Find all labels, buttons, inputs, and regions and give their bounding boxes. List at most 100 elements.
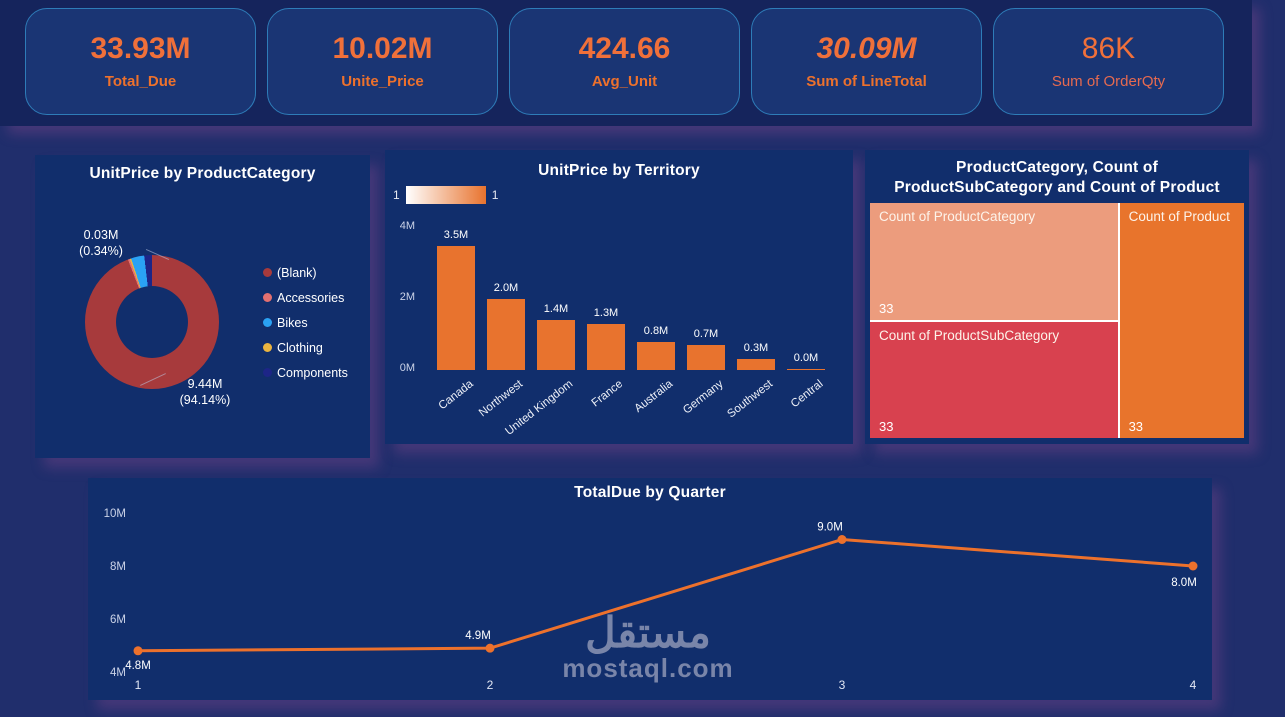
- data-point-label: 4.8M: [125, 660, 151, 672]
- line-series: [137, 537, 1194, 653]
- gradient-bar: [405, 186, 486, 204]
- bar-chart-panel: UnitPrice by Territory 1 1 4M 2M 0M 3.5M Can…: [385, 150, 853, 444]
- bar-germany[interactable]: [687, 345, 725, 370]
- kpi-value: 30.09M: [816, 31, 917, 65]
- legend-item-clothing[interactable]: Clothing: [263, 335, 348, 360]
- legend-label: Components: [277, 365, 348, 380]
- treemap-block-value: 33: [879, 300, 894, 316]
- treemap: Count of ProductCategory 33 Count of Pro…: [870, 203, 1244, 438]
- watermark-url-text: mostaql.com: [562, 653, 734, 683]
- bar-value-label: 3.5M: [443, 228, 469, 241]
- gradient-max-label: 1: [491, 188, 499, 202]
- y-axis-tick: 6M: [110, 614, 126, 626]
- kpi-value: 86K: [1081, 31, 1136, 65]
- x-axis-category-label: Central: [788, 378, 826, 411]
- x-axis-category-label: Southwest: [725, 378, 776, 421]
- kpi-label: Total_Due: [104, 72, 177, 90]
- kpi-value: 33.93M: [90, 31, 191, 65]
- treemap-block-value: 33: [879, 419, 894, 434]
- donut-chart[interactable]: [85, 255, 219, 389]
- line-plot-area: 10M 8M 6M 4M 1 2 3 4 4.8M 4.9M 9.0M 8.0M: [88, 478, 1212, 700]
- kpi-value: 10.02M: [332, 31, 433, 65]
- bar-southwest[interactable]: [737, 359, 775, 370]
- kpi-label: Unite_Price: [341, 72, 424, 90]
- data-point-label: 9.0M: [817, 522, 843, 534]
- x-axis-category-label: Germany: [680, 378, 726, 417]
- line-chart-panel: TotalDue by Quarter 10M 8M 6M 4M 1 2 3 4 4.8M 4.9…: [88, 478, 1212, 700]
- donut-chart-panel: UnitPrice by ProductCategory 0.03M (0.34…: [35, 155, 370, 458]
- data-point-label: 8.0M: [1171, 577, 1197, 589]
- legend-item-bikes[interactable]: Bikes: [263, 310, 348, 335]
- x-axis-category-label: Australia: [632, 378, 676, 416]
- bar-central[interactable]: [787, 368, 825, 370]
- bar-plot-area: 4M 2M 0M 3.5M Canada 2.0M Northwest 1.4M United …: [385, 150, 853, 444]
- donut-callout-small-slice: 0.03M (0.34%): [53, 227, 149, 260]
- y-axis-tick: 10M: [104, 508, 126, 520]
- treemap-block-label: Count of Product: [1128, 209, 1230, 224]
- kpi-card-avg-unit[interactable]: 424.66 Avg_Unit: [509, 8, 740, 115]
- x-axis-tick: 4: [1190, 678, 1197, 692]
- bar-united-kingdom[interactable]: [537, 320, 575, 370]
- bar-value-label: 0.7M: [693, 328, 719, 341]
- watermark: مستقل mostaql.com: [553, 612, 743, 683]
- bar-value-label: 1.4M: [543, 303, 569, 316]
- bar-northwest[interactable]: [487, 299, 525, 370]
- line-chart-title: TotalDue by Quarter: [574, 484, 726, 501]
- callout-percent: (94.14%): [179, 393, 231, 408]
- x-axis-tick: 3: [839, 678, 846, 692]
- bar-chart-title: UnitPrice by Territory: [538, 162, 700, 179]
- bar-value-label: 2.0M: [493, 282, 519, 294]
- donut-callout-blank-slice: 9.44M (94.14%): [150, 376, 260, 409]
- kpi-card-sum-of-linetotal[interactable]: 30.09M Sum of LineTotal: [751, 8, 982, 115]
- data-point-marker[interactable]: [1188, 561, 1198, 571]
- legend-label: Bikes: [277, 315, 308, 330]
- donut-chart-title: UnitPrice by ProductCategory: [89, 165, 316, 182]
- x-axis-tick: 1: [135, 678, 142, 692]
- treemap-title-line2: ProductSubCategory and Count of Product: [894, 179, 1220, 197]
- bar-australia[interactable]: [637, 341, 675, 370]
- kpi-banner: 33.93M Total_Due 10.02M Unite_Price 424.66 Av…: [0, 0, 1252, 126]
- treemap-block-value: 33: [1128, 419, 1144, 434]
- y-axis-tick: 4M: [110, 667, 126, 679]
- bar-value-label: 0.0M: [793, 351, 819, 364]
- treemap-block-productsubcategory[interactable]: Count of ProductSubCategory 33: [870, 321, 1118, 438]
- bar-canada[interactable]: [437, 245, 475, 370]
- kpi-card-sum-of-orderqty[interactable]: 86K Sum of OrderQty: [993, 8, 1224, 115]
- data-point-marker[interactable]: [133, 646, 143, 656]
- treemap-block-label: Count of ProductSubCategory: [879, 327, 1060, 343]
- legend-item-accessories[interactable]: Accessories: [263, 285, 348, 310]
- legend-dot-icon: [263, 318, 272, 327]
- watermark-arabic-text: مستقل: [585, 609, 711, 656]
- legend-dot-icon: [263, 343, 272, 352]
- kpi-label: Sum of LineTotal: [806, 72, 927, 90]
- treemap-title: ProductCategory, Count of ProductSubCate…: [865, 150, 1249, 198]
- donut-legend: (Blank) Accessories Bikes Clothing Component…: [263, 260, 348, 385]
- treemap-block-label: Count of ProductCategory: [879, 209, 1036, 224]
- bar-value-label: 1.3M: [593, 306, 619, 319]
- treemap-block-productcategory[interactable]: Count of ProductCategory 33: [870, 203, 1118, 320]
- legend-dot-icon: [263, 293, 272, 302]
- data-point-marker[interactable]: [837, 535, 847, 544]
- legend-label: Clothing: [277, 340, 323, 355]
- legend-label: Accessories: [277, 290, 345, 305]
- y-axis-tick: 8M: [110, 561, 126, 573]
- legend-item-blank[interactable]: (Blank): [263, 260, 348, 285]
- gradient-min-label: 1: [393, 188, 400, 202]
- kpi-card-unite-price[interactable]: 10.02M Unite_Price: [267, 8, 498, 115]
- kpi-label: Sum of OrderQty: [1051, 72, 1166, 90]
- y-axis-tick: 4M: [399, 220, 415, 232]
- bar-france[interactable]: [587, 323, 625, 370]
- kpi-card-total-due[interactable]: 33.93M Total_Due: [25, 8, 256, 115]
- bar-value-label: 0.8M: [643, 324, 669, 337]
- treemap-block-product[interactable]: Count of Product 33: [1119, 203, 1244, 438]
- kpi-card-row: 33.93M Total_Due 10.02M Unite_Price 424.66 Av…: [0, 0, 1252, 115]
- callout-value: 9.44M: [187, 377, 223, 391]
- data-point-marker[interactable]: [485, 643, 495, 653]
- y-axis-tick: 2M: [399, 291, 415, 303]
- legend-dot-icon: [263, 268, 272, 277]
- x-axis-tick: 2: [487, 678, 494, 692]
- treemap-left-column: Count of ProductCategory 33 Count of Pro…: [870, 203, 1118, 438]
- legend-item-components[interactable]: Components: [263, 360, 348, 385]
- kpi-value: 424.66: [578, 31, 671, 65]
